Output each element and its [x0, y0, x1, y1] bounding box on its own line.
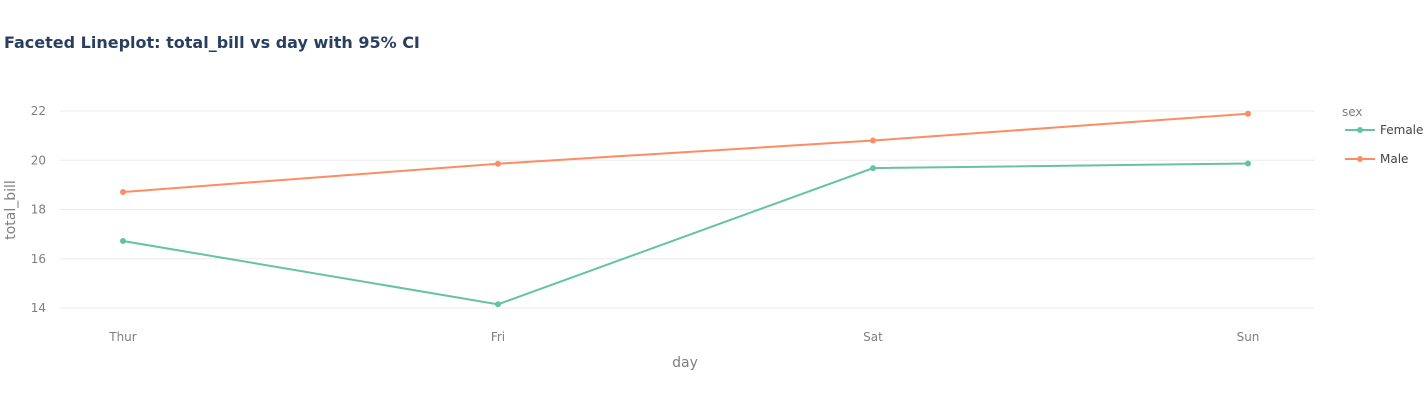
data-point-female [495, 301, 501, 308]
legend-swatch-marker [1357, 156, 1363, 162]
data-point-female [1245, 160, 1251, 167]
series-line-female [122, 162, 1249, 306]
x-axis-ticks: Thur Fri Sat Sun [108, 330, 1259, 344]
series-layer [120, 110, 1251, 308]
series-line-male [122, 112, 1249, 194]
chart-title: Faceted Lineplot: total_bill vs day with… [4, 33, 420, 52]
data-point-female [120, 238, 126, 245]
legend-label: Female [1380, 123, 1423, 137]
x-tick-label: Fri [491, 330, 505, 344]
data-point-male [1245, 110, 1251, 117]
legend-swatch-marker [1357, 127, 1363, 133]
gridlines [60, 110, 1315, 309]
y-tick-label: 14 [31, 301, 46, 315]
legend: sex Female Male [1342, 105, 1423, 166]
y-tick-label: 22 [31, 104, 46, 118]
y-tick-label: 18 [31, 203, 46, 217]
data-point-male [120, 189, 126, 196]
y-tick-label: 20 [31, 153, 46, 167]
data-point-male [495, 160, 501, 167]
data-point-male [870, 137, 876, 144]
legend-label: Male [1380, 152, 1408, 166]
data-point-female [870, 165, 876, 172]
x-axis-title: day [672, 355, 698, 371]
y-axis-ticks: 14 16 18 20 22 [31, 104, 46, 315]
y-tick-label: 16 [31, 252, 46, 266]
x-tick-label: Thur [108, 330, 137, 344]
x-tick-label: Sun [1237, 330, 1260, 344]
legend-title: sex [1342, 105, 1363, 119]
x-tick-label: Sat [863, 330, 883, 344]
y-axis-title: total_bill [3, 180, 19, 240]
